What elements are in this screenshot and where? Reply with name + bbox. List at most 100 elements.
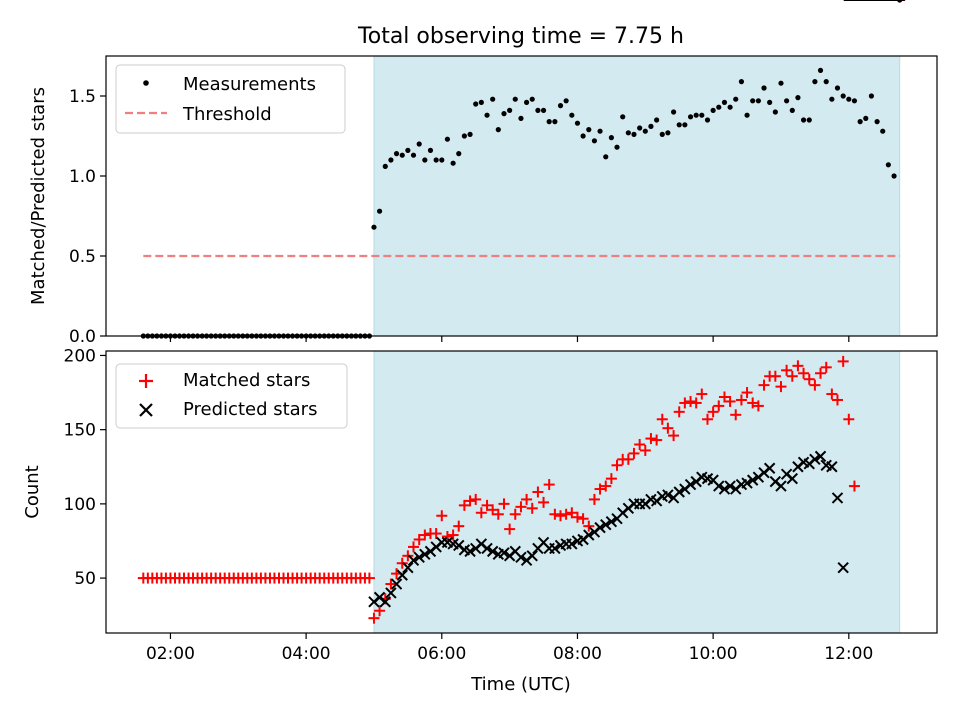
measurement-point (523, 99, 530, 105)
bottom-y-tick-label: 150 (64, 421, 96, 441)
measurement-point (427, 147, 434, 153)
matched-star-point (363, 572, 375, 584)
matched-star-point (798, 367, 810, 379)
measurement-point (755, 98, 761, 104)
measurement-point (507, 107, 513, 113)
measurement-point (597, 128, 603, 134)
predicted-star-point-b (775, 480, 787, 492)
predicted-star-point (837, 561, 849, 574)
measurement-point (676, 122, 682, 128)
predicted-star-point-b (786, 472, 799, 485)
top-y-axis-label: Matched/Predicted stars (28, 87, 49, 305)
matched-star-point (848, 480, 860, 492)
predicted-star-point (413, 551, 425, 564)
matched-star-point (758, 379, 770, 391)
measurement-point (846, 96, 852, 102)
measurement-point (416, 141, 422, 147)
measurement-point (687, 114, 694, 120)
matched-star-point (458, 499, 470, 511)
matched-star-point (577, 513, 589, 525)
measurement-point (478, 99, 484, 105)
predicted-star-point (662, 489, 674, 501)
predicted-star-point (481, 542, 493, 555)
predicted-star-point-b (486, 545, 499, 558)
predicted-star-point (583, 529, 595, 541)
predicted-star-point-b (379, 596, 391, 608)
matched-star-point (628, 447, 640, 459)
measurement-point (603, 154, 609, 160)
predicted-star-point-b (402, 561, 414, 574)
matched-star-point (453, 520, 465, 532)
measurement-point (439, 157, 445, 163)
measurement-point (812, 79, 818, 85)
measurement-point (823, 79, 829, 85)
measurement-point (540, 107, 547, 113)
top-y-axis-ticks: 0.0 0.5 1.0 1.5 (69, 87, 106, 347)
predicted-star-point (673, 486, 685, 498)
predicted-star-point (741, 477, 753, 489)
measurement-point (563, 98, 569, 104)
bottom-y-tick-label: 100 (64, 495, 96, 515)
predicted-star-point-b (684, 478, 697, 491)
predicted-star-point-b (707, 474, 719, 486)
matched-star-point (430, 528, 442, 540)
matched-star-point (402, 550, 414, 562)
matched-star-point (441, 531, 453, 543)
measurement-point (388, 157, 394, 163)
measurement-point (857, 119, 863, 125)
bottom-x-tick-label: 10:00 (689, 644, 738, 664)
bottom-observing-window-shade (373, 350, 901, 634)
predicted-star-point-b (763, 462, 776, 474)
matched-star-point (707, 406, 719, 418)
predicted-star-point (809, 453, 821, 466)
matched-star-point (605, 473, 617, 485)
matched-star-point (470, 493, 482, 505)
measurement-point (716, 104, 722, 110)
predicted-star-point-b (600, 518, 612, 531)
matched-star-point (566, 507, 578, 519)
measurement-point (580, 133, 586, 139)
measurement-point (704, 117, 711, 123)
measurement-point (885, 162, 891, 168)
measurement-point (461, 133, 467, 139)
matched-star-point (436, 510, 448, 522)
measurement-point (659, 131, 665, 137)
top-y-tick-label: 1.0 (69, 167, 96, 187)
matched-star-point (571, 511, 583, 523)
matched-star-point (538, 496, 550, 508)
predicted-star-point (600, 518, 612, 531)
measurement-point (863, 115, 869, 121)
measurement-point (880, 128, 886, 134)
matched-star-point (741, 387, 753, 399)
predicted-star-point (724, 480, 736, 492)
matched-star-point (775, 381, 787, 393)
matched-star-point (815, 367, 827, 379)
top-x-axis-ticks (169, 336, 850, 342)
predicted-star-point-b (780, 468, 793, 480)
measurement-point (591, 138, 598, 144)
matched-star-point (594, 483, 606, 495)
measurement-point (665, 130, 671, 136)
measurement-point (721, 99, 728, 105)
matched-star-point (735, 394, 747, 406)
predicted-star-point-b (746, 474, 759, 486)
measurement-point (512, 96, 518, 102)
matched-star-point (374, 605, 386, 617)
predicted-star-point-b (419, 548, 431, 561)
predicted-star-point (515, 551, 527, 564)
bottom-x-tick-label: 04:00 (282, 644, 331, 664)
predicted-star-point-b (390, 578, 403, 590)
predicted-star-point-b (724, 480, 736, 492)
matched-star-point (843, 413, 855, 425)
matched-star-point (622, 453, 634, 465)
predicted-star-point-b (605, 515, 618, 528)
top-legend: Measurements Threshold (115, 64, 346, 134)
predicted-star-point (786, 472, 799, 485)
bottom-y-axis-label: Count (22, 465, 43, 518)
predicted-star-point (605, 515, 618, 528)
legend-predicted-marker (139, 403, 153, 417)
measurement-point (535, 107, 541, 113)
matched-star-point (696, 388, 708, 400)
measurement-point (778, 80, 784, 86)
predicted-star-point (763, 462, 776, 474)
